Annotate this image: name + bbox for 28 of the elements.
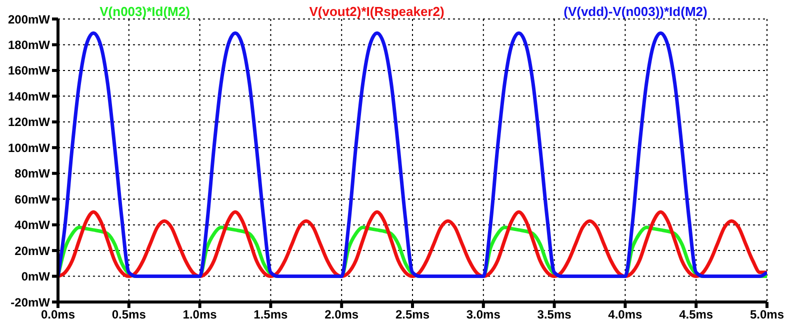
x-tick-label: 4.0ms [608,308,643,322]
y-tick-label: 160mW [8,64,51,78]
y-tick-label: 80mW [14,166,51,181]
y-tick-label: 200mW [8,12,51,26]
x-tick-label: 1.5ms [254,308,288,322]
y-tick-label: 40mW [14,218,51,232]
y-tick-label: 140mW [8,89,51,104]
y-tick-label: 20mW [14,244,51,258]
y-tick-label: 0mW [21,270,51,284]
x-tick-label: 3.0ms [466,308,501,322]
x-tick-label: 2.5ms [395,308,430,322]
text: V(n003)*Id(M2) [100,4,190,19]
line-series [58,31,767,278]
y-tick-label: 60mW [14,192,51,206]
line-series [58,210,767,278]
x-tick-label: 3.5ms [537,308,572,322]
x-tick-label: 4.5ms [679,308,714,322]
text: V(vout2)*I(Rspeaker2) [309,4,444,19]
y-tick-label: -20mW [10,295,51,310]
x-tick-label: 2.0ms [324,308,359,322]
y-tick-label: 100mW [8,140,51,155]
x-tick-label: 0.5ms [112,308,146,322]
text: (V(vdd)-V(n003))*Id(M2) [564,4,708,19]
x-tick-label: 5.0ms [750,308,784,322]
x-tick-label: 0.0ms [40,308,76,322]
x-tick-label: 1.0ms [182,308,218,322]
y-tick-label: 120mW [8,115,51,130]
y-tick-label: 180mW [8,38,51,52]
